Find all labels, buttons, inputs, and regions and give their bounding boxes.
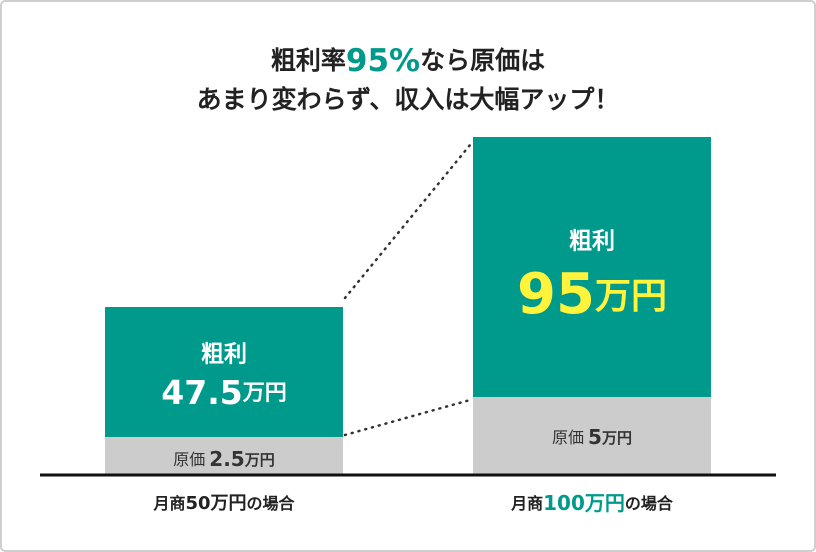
- unit: 万円: [244, 451, 275, 469]
- profit-amount: 95万円: [517, 262, 667, 327]
- title-line2: あまり変わらず、収入は大幅アップ！: [197, 85, 620, 114]
- label-amount: 100万円: [543, 491, 625, 515]
- title-text: なら原価は: [420, 46, 545, 75]
- label-text: 月商: [152, 494, 185, 513]
- profit-label: 粗利: [569, 228, 615, 255]
- cost-block: [105, 437, 343, 474]
- title-highlight: 95%: [346, 43, 420, 79]
- label-text: の場合: [247, 494, 296, 513]
- profit-block: [105, 307, 343, 437]
- amount: 95: [517, 262, 595, 327]
- cost-label: 原価: [552, 428, 584, 447]
- cost-text: 原価 2.5万円: [173, 447, 274, 471]
- cost-label: 原価: [173, 450, 205, 469]
- profit-block: [473, 137, 711, 397]
- cost-text: 原価 5万円: [552, 425, 632, 449]
- amount: 2.5: [209, 447, 244, 471]
- profit-amount: 47.5万円: [161, 373, 286, 412]
- cost-block: [473, 397, 711, 474]
- connector: [343, 143, 472, 300]
- label-amount: 50万円: [185, 493, 246, 514]
- title-text: 粗利率: [271, 46, 346, 75]
- unit: 万円: [601, 429, 632, 447]
- amount: 5: [588, 425, 602, 449]
- amount: 47.5: [161, 373, 242, 412]
- title-line1: 粗利率95%なら原価は: [271, 43, 545, 79]
- label-text: 月商: [510, 494, 543, 513]
- unit: 万円: [242, 381, 287, 406]
- connector: [343, 398, 472, 437]
- profit-label: 粗利: [201, 341, 247, 368]
- unit: 万円: [595, 276, 667, 317]
- label-text: の場合: [625, 494, 674, 513]
- case-label: 月商50万円の場合: [152, 493, 295, 514]
- case-label: 月商100万円の場合: [510, 491, 674, 515]
